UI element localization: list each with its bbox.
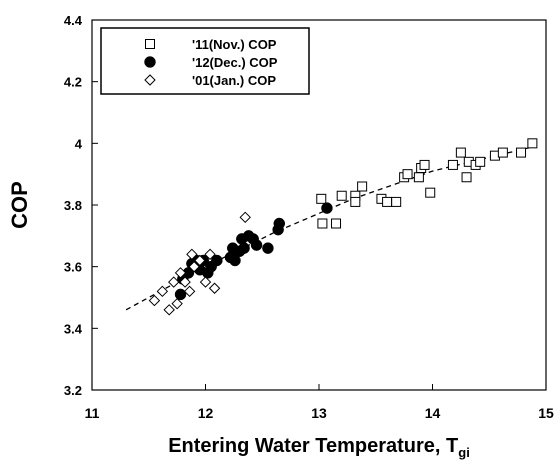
x-tick-label: 14 [425,405,441,421]
y-tick-label: 4 [75,136,83,151]
plot-frame [91,19,547,391]
y-axis-label: COP [7,181,32,229]
data-point [250,239,263,251]
data-point [425,187,436,198]
data-point [229,254,241,267]
tick-labels: 11 12 13 14 15 3.2 3.4 3.6 3.8 4 4.2 4.4 [64,13,554,421]
data-point [516,147,527,158]
data-point [350,196,361,207]
data-point [316,193,327,204]
data-point [475,156,486,167]
data-point [455,147,466,158]
data-point [199,276,212,288]
series-3-markers [148,211,251,316]
data-point [174,267,187,279]
data-point [391,196,402,207]
legend-label-3: '01(Jan.) COP [192,73,276,88]
series-1-markers [316,138,538,229]
x-axis-label-main: Entering Water Temperature, T [168,435,458,457]
data-point [179,276,191,288]
y-tick-label: 3.2 [64,383,82,398]
data-point [186,248,198,261]
y-tick-label: 4.2 [64,75,82,90]
data-point [317,218,328,229]
legend: '11(Nov.) COP '12(Dec.) COP '01(Jan.) COP [100,27,310,95]
x-tick-label: 11 [85,405,100,421]
data-point [168,276,180,288]
data-point [331,218,342,229]
data-point [174,288,187,301]
data-point [239,211,251,224]
data-point [321,202,333,214]
data-point [419,159,430,170]
data-point [163,304,175,316]
data-point [447,159,458,170]
data-point [527,138,538,149]
data-point [413,172,424,183]
x-axis-label: Entering Water Temperature, Tgi [168,435,470,460]
data-point [336,190,347,201]
y-tick-label: 3.8 [64,198,82,213]
data-point [357,181,368,192]
legend-marker-3 [144,74,156,86]
y-tick-label: 3.4 [64,321,83,336]
data-markers [148,138,538,316]
data-point [204,248,216,261]
data-point [262,242,274,254]
data-point [171,297,183,310]
data-point [183,285,196,298]
data-point [194,254,206,267]
legend-label-2: '12(Dec.) COP [192,55,278,70]
legend-label-1: '11(Nov.) COP [192,37,277,52]
data-point [208,282,221,294]
data-point [238,242,250,254]
legend-marker-2 [144,56,156,68]
x-tick-label: 13 [311,405,327,421]
legend-box [100,27,310,95]
y-tick-label: 4.4 [64,13,83,28]
data-point [156,285,169,298]
y-tick-label: 3.6 [64,260,82,275]
data-point [188,260,200,273]
data-point [461,172,472,183]
data-point [148,294,161,307]
series-2-markers [174,202,333,301]
x-tick-label: 15 [538,405,554,421]
x-tick-label: 12 [198,405,214,421]
data-point [497,147,508,158]
data-point [273,217,286,230]
data-point [382,196,393,207]
x-axis-label-subscript: gi [458,445,470,460]
legend-marker-1 [145,39,155,49]
data-point [211,254,223,267]
legend-items: '11(Nov.) COP '12(Dec.) COP '01(Jan.) COP [144,37,278,88]
data-point [402,169,413,180]
